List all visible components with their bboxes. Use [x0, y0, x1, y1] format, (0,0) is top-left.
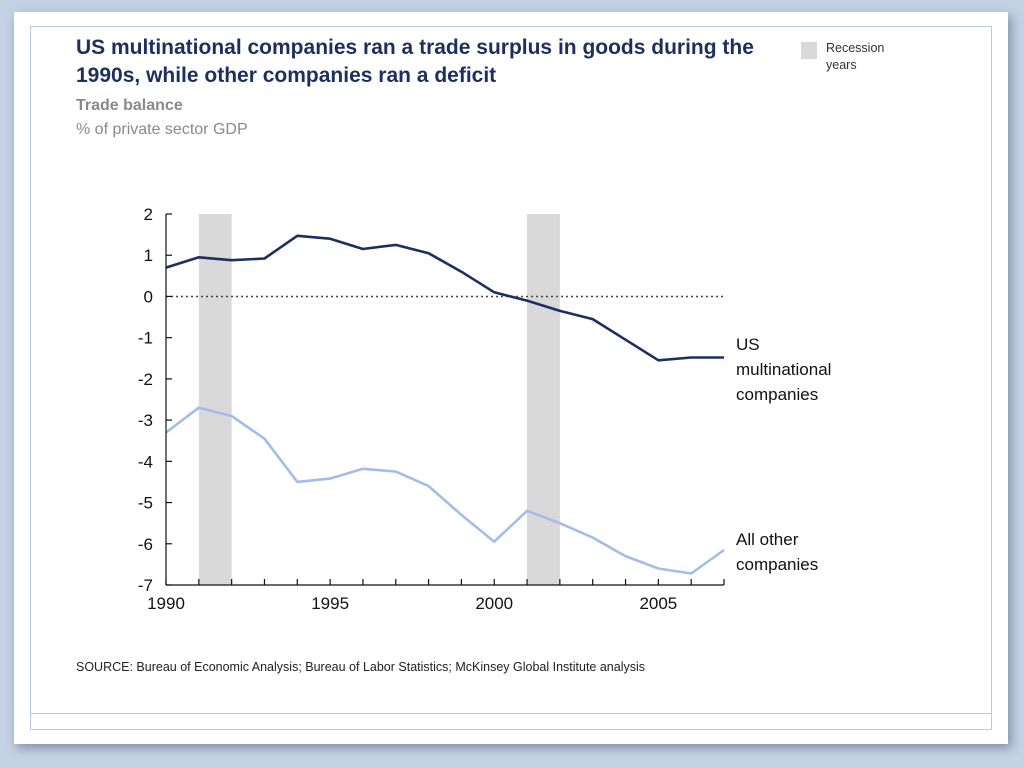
series-lines	[165, 234, 725, 575]
recession-band-2001	[527, 214, 560, 585]
y-tick-label--6: -6	[138, 535, 153, 554]
series-labels: US multinational companies All other compani…	[736, 335, 831, 574]
series-line-us-multinational	[165, 234, 724, 362]
source-note: SOURCE: Bureau of Economic Analysis; Bur…	[76, 660, 646, 674]
legend: Recession years	[801, 40, 906, 74]
series-label-all-other: All other companies	[736, 530, 818, 574]
recession-swatch	[801, 42, 817, 59]
y-tick-label-1: 1	[144, 246, 153, 265]
chart-units: % of private sector GDP	[76, 121, 248, 138]
y-tick-label--4: -4	[138, 452, 153, 471]
chart-title: US multinational companies ran a trade s…	[76, 36, 754, 87]
y-tick-label--7: -7	[138, 576, 153, 595]
series-label-us-multinational: US multinational companies	[736, 335, 831, 404]
footer-divider	[31, 713, 991, 714]
y-tick-label-2: 2	[144, 205, 153, 224]
y-tick-label--2: -2	[138, 370, 153, 389]
recession-band-1991	[198, 214, 232, 585]
y-tick-label--5: -5	[138, 494, 153, 513]
x-tick-label-1990: 1990	[147, 594, 185, 613]
chart-subtitle: Trade balance	[76, 97, 183, 114]
series-line-all-other	[165, 406, 725, 575]
x-tick-label-2000: 2000	[475, 594, 513, 613]
recession-bands	[198, 214, 560, 585]
slide-frame	[30, 26, 992, 730]
slide	[14, 12, 1008, 744]
y-tick-label--1: -1	[138, 329, 153, 348]
x-tick-label-1995: 1995	[311, 594, 349, 613]
recession-legend-label: Recession years	[826, 41, 885, 72]
y-tick-label-0: 0	[144, 287, 153, 306]
y-tick-label--3: -3	[138, 411, 153, 430]
x-tick-label-2005: 2005	[639, 594, 677, 613]
